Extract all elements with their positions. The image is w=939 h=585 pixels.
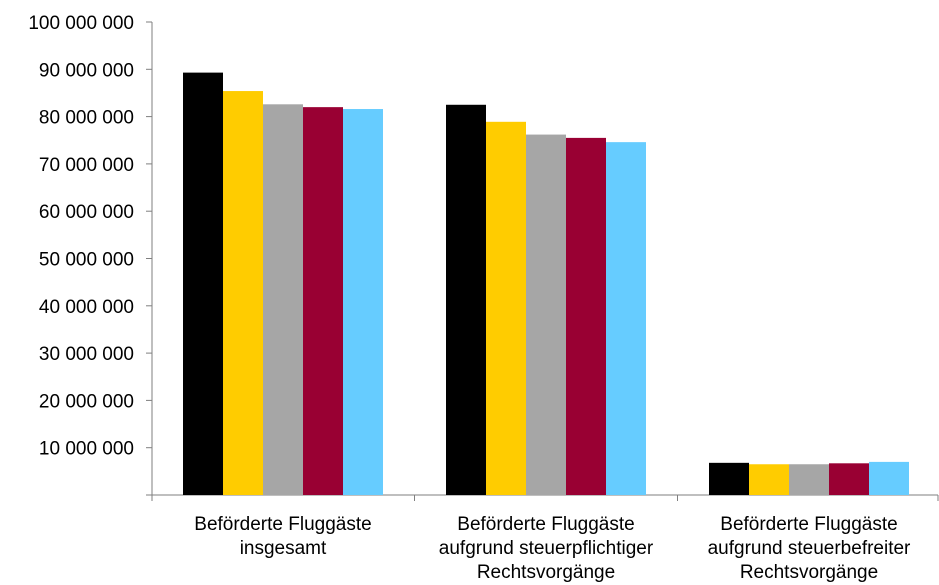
bar-series-5-cat-1 <box>343 109 383 496</box>
y-tick-label: 50 000 000 <box>39 250 134 271</box>
bar-series-2-cat-1 <box>223 91 263 496</box>
labels: 100 000 000 90 000 000 80 000 000 70 000 00… <box>28 13 911 583</box>
y-tick-label: 70 000 000 <box>39 155 134 176</box>
bar-series-3-cat-3 <box>789 464 829 495</box>
bars <box>183 72 909 496</box>
bar-series-4-cat-3 <box>829 463 869 495</box>
bar-series-1-cat-3 <box>709 462 749 495</box>
y-tick-label: 20 000 000 <box>39 391 134 412</box>
category-label: Rechtsvorgänge <box>740 562 878 583</box>
bar-series-5-cat-3 <box>869 461 909 495</box>
bar-series-3-cat-1 <box>263 104 303 495</box>
y-tick-label: 40 000 000 <box>39 297 134 318</box>
bar-series-3-cat-2 <box>526 134 566 495</box>
category-label: Rechtsvorgänge <box>477 562 615 583</box>
bar-series-1-cat-1 <box>183 72 223 496</box>
bar-series-2-cat-3 <box>749 464 789 495</box>
bar-series-4-cat-1 <box>303 107 343 495</box>
y-tick-label: 80 000 000 <box>39 108 134 129</box>
category-label: Beförderte Fluggäste <box>457 514 634 535</box>
bar-series-5-cat-2 <box>606 142 646 495</box>
y-tick-label: 10 000 000 <box>39 439 134 460</box>
y-tick-label: 30 000 000 <box>39 344 134 365</box>
category-label: insgesamt <box>240 538 327 559</box>
bar-series-4-cat-2 <box>566 137 606 495</box>
category-label: aufgrund steuerbefreiter <box>708 538 911 559</box>
y-tick-label: 100 000 000 <box>28 13 134 34</box>
category-label: Beförderte Fluggäste <box>720 514 897 535</box>
bar-series-1-cat-2 <box>446 104 486 496</box>
y-tick-label: 90 000 000 <box>39 60 134 81</box>
bar-series-2-cat-2 <box>486 121 526 495</box>
y-tick-label: 60 000 000 <box>39 202 134 223</box>
category-label: Beförderte Fluggäste <box>194 514 371 535</box>
category-label: aufgrund steuerpflichtiger <box>439 538 654 559</box>
